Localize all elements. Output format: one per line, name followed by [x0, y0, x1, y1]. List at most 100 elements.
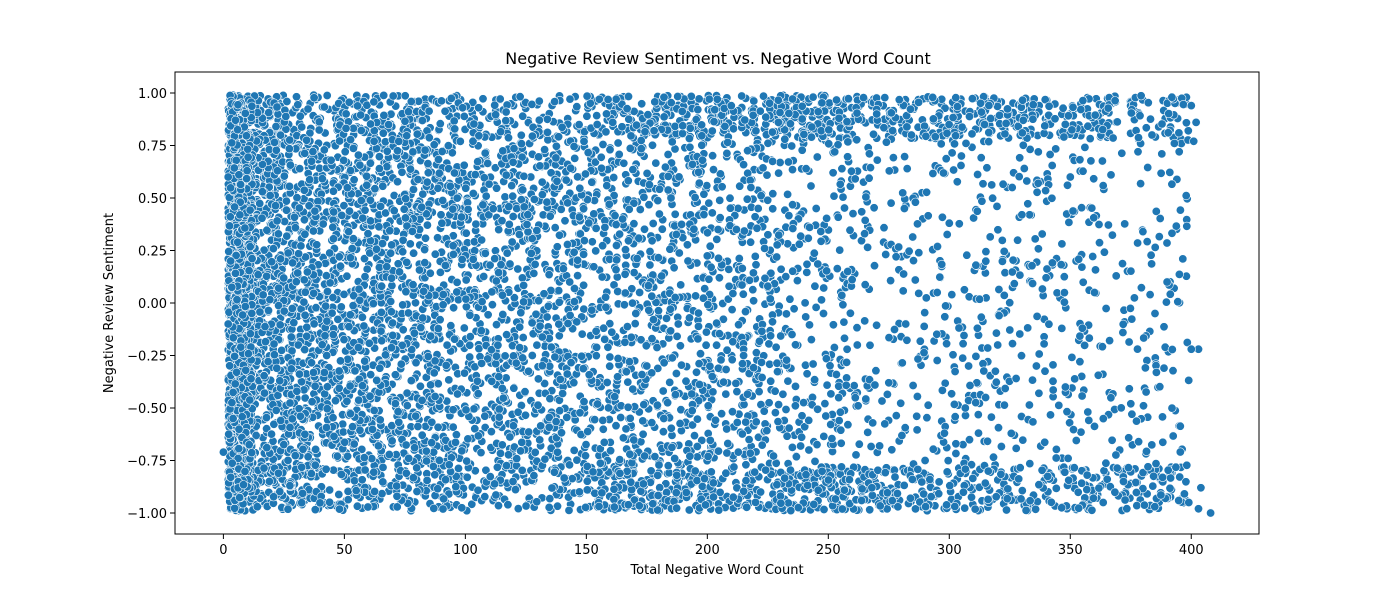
data-point [757, 440, 767, 450]
data-point [1165, 289, 1175, 299]
data-point [728, 288, 738, 298]
data-point [373, 441, 383, 451]
data-point [888, 153, 898, 163]
data-point [1016, 351, 1026, 361]
data-point [991, 492, 1001, 502]
data-point [834, 393, 844, 403]
data-point [691, 367, 701, 377]
data-point [999, 400, 1009, 410]
data-point [1015, 329, 1025, 339]
data-point [414, 265, 424, 275]
data-point [422, 475, 432, 485]
data-point [600, 334, 610, 344]
data-point [611, 265, 621, 275]
data-point [448, 422, 458, 432]
data-point [959, 285, 969, 295]
data-point [704, 198, 714, 208]
data-point [338, 427, 348, 437]
data-point [609, 484, 619, 494]
data-point [721, 389, 731, 399]
data-point [493, 501, 503, 511]
data-point [1112, 463, 1122, 473]
data-point [958, 339, 968, 349]
data-point [908, 232, 918, 242]
data-point [380, 350, 390, 360]
data-point [1071, 435, 1081, 445]
data-point [1168, 431, 1178, 441]
data-point [1131, 477, 1141, 487]
data-point [923, 400, 933, 410]
data-point [560, 216, 570, 226]
data-point [954, 219, 964, 229]
data-point [413, 421, 423, 431]
data-point [1077, 262, 1087, 272]
data-point [781, 404, 791, 414]
data-point [462, 472, 472, 482]
data-point [1054, 400, 1064, 410]
data-point [964, 112, 974, 122]
data-point [721, 468, 731, 478]
data-point [1084, 415, 1094, 425]
data-point [790, 381, 800, 391]
data-point [904, 246, 914, 256]
data-point [1103, 220, 1113, 230]
data-point [767, 317, 777, 327]
data-point [951, 448, 961, 458]
data-point [550, 223, 560, 233]
data-point [403, 308, 413, 318]
data-point [451, 482, 461, 492]
data-point [708, 151, 718, 161]
data-point [886, 198, 896, 208]
data-point [701, 340, 711, 350]
data-point [629, 219, 639, 229]
data-point [1178, 254, 1188, 264]
data-point [658, 386, 668, 396]
data-point [1088, 252, 1098, 262]
data-point [852, 323, 862, 333]
data-point [281, 205, 291, 215]
data-point [1032, 187, 1042, 197]
data-point [353, 101, 363, 111]
data-point [766, 331, 776, 341]
data-point [932, 355, 942, 365]
data-point [1075, 357, 1085, 367]
data-point [702, 228, 712, 238]
data-point [1156, 168, 1166, 178]
data-point [800, 298, 810, 308]
data-point [606, 446, 616, 456]
data-point [719, 377, 729, 387]
data-point [594, 94, 604, 104]
data-point [727, 305, 737, 315]
data-point [753, 204, 763, 214]
data-point [312, 240, 322, 250]
data-point [1098, 497, 1108, 507]
data-point [628, 384, 638, 394]
data-point [947, 148, 957, 158]
data-point [788, 266, 798, 276]
data-point [647, 236, 657, 246]
data-point [1097, 342, 1107, 352]
data-point [1057, 323, 1067, 333]
data-point [869, 261, 879, 271]
data-point [556, 204, 566, 214]
data-point [1028, 375, 1038, 385]
data-point [797, 145, 807, 155]
data-point [610, 211, 620, 221]
data-point [759, 406, 769, 416]
data-point [461, 228, 471, 238]
data-point [783, 376, 793, 386]
data-point [402, 257, 412, 267]
data-point [579, 136, 589, 146]
data-point [1133, 344, 1143, 354]
data-point [1074, 254, 1084, 264]
data-point [1148, 481, 1158, 491]
data-point [768, 204, 778, 214]
data-point [947, 290, 957, 300]
data-point [517, 273, 527, 283]
data-point [837, 290, 847, 300]
data-point [1007, 339, 1017, 349]
data-point [993, 423, 1003, 433]
data-point [1013, 235, 1023, 245]
data-point [705, 241, 715, 251]
data-point [417, 430, 427, 440]
